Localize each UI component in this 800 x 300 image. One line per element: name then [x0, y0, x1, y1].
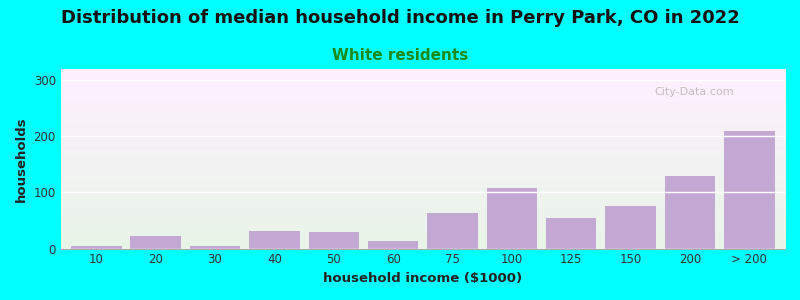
- Bar: [309, 232, 359, 249]
- Y-axis label: households: households: [15, 116, 28, 202]
- Bar: [368, 241, 418, 249]
- Bar: [665, 176, 715, 249]
- Bar: [190, 246, 240, 249]
- Bar: [546, 218, 597, 249]
- Bar: [427, 213, 478, 249]
- Bar: [71, 246, 122, 249]
- Text: White residents: White residents: [332, 48, 468, 63]
- Text: City-Data.com: City-Data.com: [654, 87, 734, 97]
- Bar: [130, 236, 181, 249]
- Bar: [249, 231, 300, 249]
- X-axis label: household income ($1000): household income ($1000): [323, 272, 522, 285]
- Bar: [724, 131, 774, 249]
- Bar: [606, 206, 656, 249]
- Text: Distribution of median household income in Perry Park, CO in 2022: Distribution of median household income …: [61, 9, 739, 27]
- Bar: [486, 188, 537, 249]
